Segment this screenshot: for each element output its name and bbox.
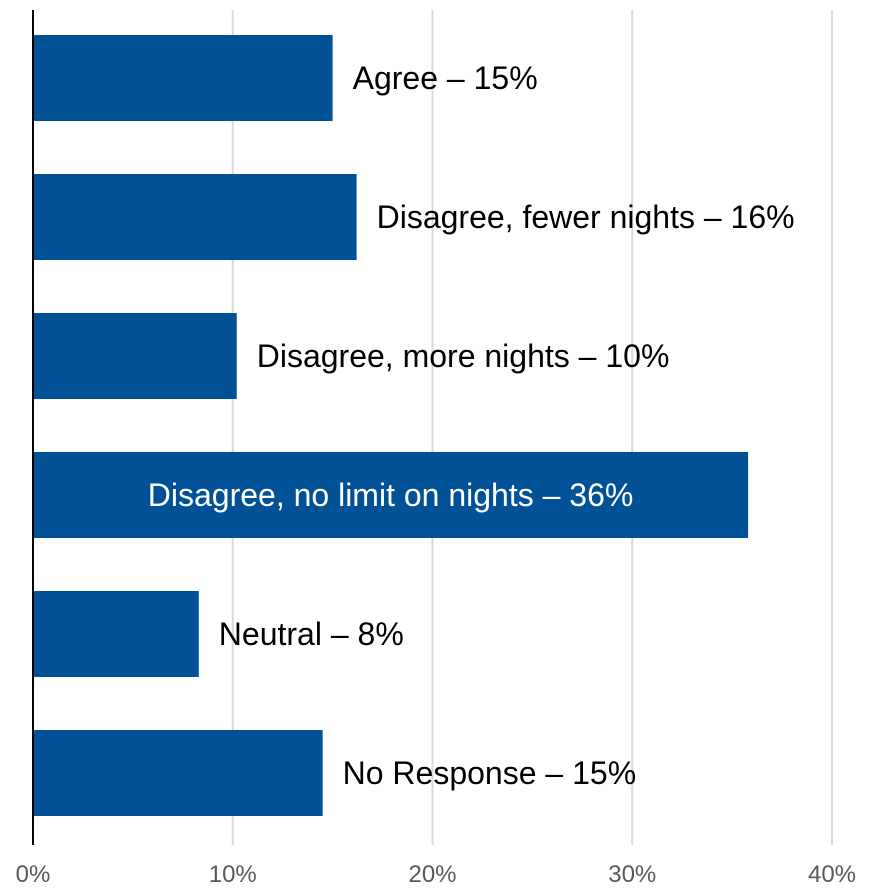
bar-3 bbox=[33, 452, 749, 538]
bar-1 bbox=[33, 174, 357, 260]
bar-labels: Agree – 15% Disagree, fewer nights – 16% D… bbox=[148, 60, 795, 791]
bar-2 bbox=[33, 313, 237, 399]
x-tick-label-40: 40% bbox=[808, 861, 856, 888]
bar-label-5: No Response – 15% bbox=[343, 755, 637, 791]
bar-5 bbox=[33, 730, 323, 816]
x-tick-label-0: 0% bbox=[16, 861, 51, 888]
bar-label-1: Disagree, fewer nights – 16% bbox=[377, 199, 795, 235]
x-tick-label-10: 10% bbox=[209, 861, 257, 888]
x-tick-label-20: 20% bbox=[408, 861, 456, 888]
x-tick-label-30: 30% bbox=[608, 861, 656, 888]
bar-label-2: Disagree, more nights – 10% bbox=[257, 338, 670, 374]
bar-label-4: Neutral – 8% bbox=[219, 616, 404, 652]
bars bbox=[33, 35, 749, 816]
gridlines bbox=[231, 10, 833, 845]
bar-0 bbox=[33, 35, 333, 121]
x-axis-tick-labels: 0% 10% 20% 30% 40% bbox=[16, 861, 856, 888]
bar-label-3: Disagree, no limit on nights – 36% bbox=[148, 477, 634, 513]
bar-4 bbox=[33, 591, 199, 677]
bar-label-0: Agree – 15% bbox=[353, 60, 538, 96]
